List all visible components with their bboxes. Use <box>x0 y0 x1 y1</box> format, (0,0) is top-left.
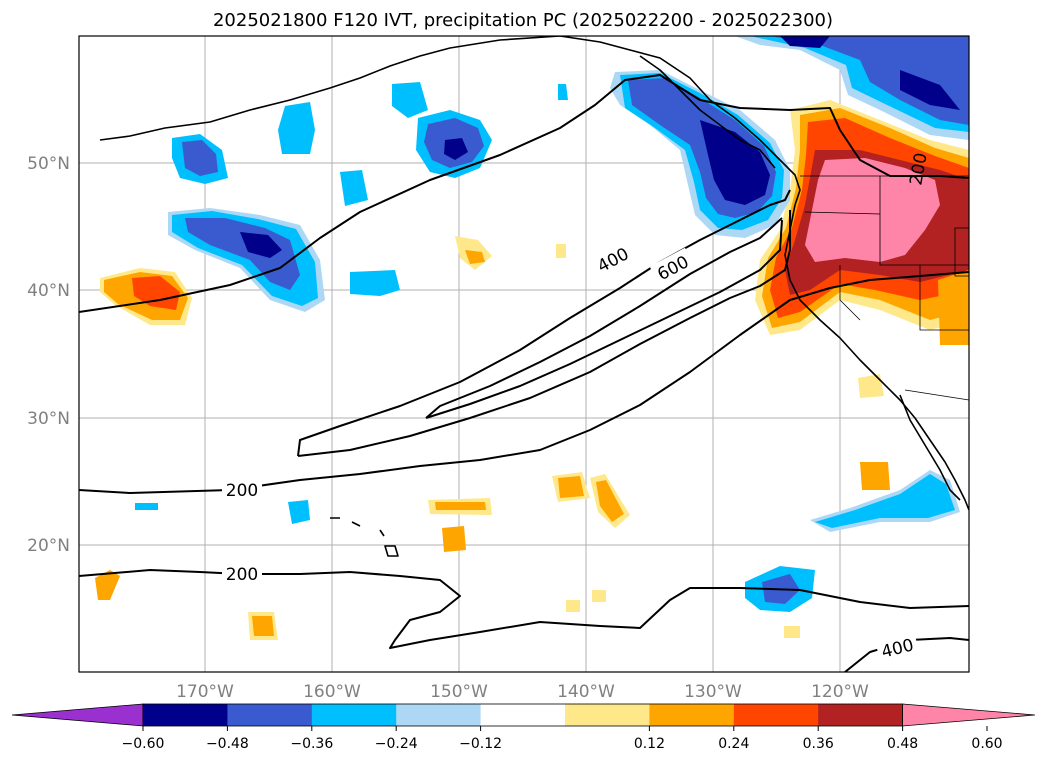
positive-blob-e <box>442 526 466 552</box>
negative-blob-f <box>340 170 368 206</box>
positive-blob-f-orange <box>252 616 274 636</box>
colorbar-tick-label: −0.12 <box>459 736 502 752</box>
colorbar-tick-label: −0.48 <box>206 736 249 752</box>
positive-blob-g <box>860 462 890 490</box>
colorbar: −0.60 −0.48 −0.36 −0.24 −0.12 0.12 0.24 0.36 0.4… <box>11 703 1036 752</box>
colorbar-tick-label: 0.36 <box>803 736 834 752</box>
map-panel: 200 200 400 600 400 200 <box>78 35 970 673</box>
colorbar-segment <box>396 704 482 726</box>
colorbar-segment <box>818 704 904 726</box>
colorbar-extend-high <box>902 703 1036 727</box>
positive-blob-h <box>95 570 120 600</box>
negative-canada-royal <box>770 36 969 125</box>
lon-label-150w: 150°W <box>430 682 488 702</box>
colorbar-tick-label: 0.12 <box>634 736 665 752</box>
coastlines <box>99 36 969 557</box>
state-borders <box>804 176 969 331</box>
contour-label-200-a: 200 <box>226 481 258 501</box>
colorbar-segment <box>311 704 397 726</box>
positive-blob-d-orange <box>435 502 486 510</box>
ivt-contour-600 <box>425 217 783 419</box>
ivt-contour-400 <box>297 189 791 457</box>
ivt-contour-200-south <box>79 271 969 494</box>
colorbar-segment <box>227 704 313 726</box>
colorbar-tick-label: 0.48 <box>887 736 918 752</box>
positive-pink <box>805 158 940 262</box>
negative-blob-c-navy <box>444 138 468 160</box>
ivt-contour-200-inner <box>79 569 969 649</box>
colorbar-tick-label: −0.24 <box>375 736 418 752</box>
colorbar-segment <box>143 704 228 726</box>
negative-blob-b-royal <box>182 140 218 176</box>
colorbar-segment <box>649 704 735 726</box>
lat-label-20n: 20°N <box>27 536 70 556</box>
ivt-contour-200-outer <box>79 74 969 313</box>
positive-blob-i <box>938 270 969 345</box>
lat-label-30n: 30°N <box>27 409 70 429</box>
negative-blob-a-navy <box>240 232 282 258</box>
coast-baja <box>899 394 961 501</box>
coast-alaska <box>99 36 801 206</box>
coast-bc-islands <box>639 55 776 169</box>
lat-label-40n: 40°N <box>27 281 70 301</box>
hawaii-islands <box>330 517 399 557</box>
longitude-labels: 170°W 160°W 150°W 140°W 130°W 120°W <box>176 682 869 702</box>
colorbar-tick-label: 0.24 <box>718 736 749 752</box>
map-title: 2025021800 F120 IVT, precipitation PC (2… <box>213 10 833 31</box>
lon-label-170w: 170°W <box>176 682 234 702</box>
negative-bc-navy <box>700 120 770 205</box>
colorbar-segment <box>480 704 566 726</box>
colorbar-extend-low <box>11 703 144 727</box>
lon-label-140w: 140°W <box>557 682 615 702</box>
negative-canada-navy <box>780 36 960 110</box>
negative-blob-d <box>392 82 428 118</box>
colorbar-frame <box>142 703 903 727</box>
lon-label-120w: 120°W <box>811 682 869 702</box>
coast-us-west <box>784 204 969 511</box>
negative-blob-e <box>278 102 315 154</box>
colorbar-segment <box>565 704 650 726</box>
positive-blob-c-orange <box>596 480 624 522</box>
positive-blob-a-orange <box>465 250 485 264</box>
colorbar-tick-label: 0.60 <box>971 736 1002 752</box>
negative-blob-small <box>135 500 310 524</box>
negative-blob-baja-blue <box>815 474 955 528</box>
lon-label-160w: 160°W <box>303 682 361 702</box>
negative-blob-h <box>558 84 568 100</box>
colorbar-tick-label: −0.60 <box>122 736 165 752</box>
latitude-labels: 50°N 40°N 30°N 20°N <box>27 154 70 556</box>
positive-blob-b-orange <box>558 476 584 498</box>
us-mexico-border <box>904 389 969 401</box>
precipitation-shading <box>95 36 969 640</box>
lon-label-130w: 130°W <box>684 682 742 702</box>
colorbar-segment <box>733 704 819 726</box>
negative-blob-g <box>350 270 400 296</box>
lat-label-50n: 50°N <box>27 154 70 174</box>
ivt-contours <box>79 74 969 672</box>
contour-label-200-b: 200 <box>226 565 258 585</box>
colorbar-tick-label: −0.36 <box>290 736 333 752</box>
